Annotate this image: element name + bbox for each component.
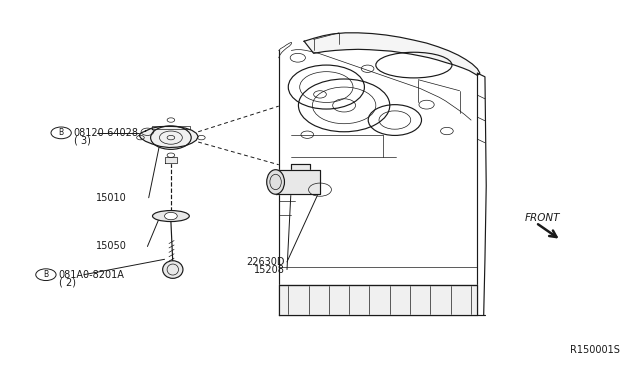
Polygon shape	[139, 126, 198, 148]
Text: 081A0-8201A: 081A0-8201A	[59, 270, 125, 280]
Polygon shape	[276, 170, 320, 194]
Polygon shape	[279, 285, 477, 315]
Polygon shape	[291, 164, 310, 182]
Circle shape	[51, 127, 71, 139]
Text: 22630D: 22630D	[246, 257, 285, 267]
Text: ( 3): ( 3)	[74, 136, 91, 146]
Text: ( 2): ( 2)	[59, 278, 76, 288]
Circle shape	[36, 269, 56, 280]
Text: B: B	[59, 128, 64, 137]
Text: FRONT: FRONT	[524, 213, 560, 223]
Ellipse shape	[152, 211, 189, 222]
Text: R150001S: R150001S	[570, 345, 620, 355]
Text: 08120-64028: 08120-64028	[74, 128, 139, 138]
Text: 15208: 15208	[254, 264, 285, 275]
Circle shape	[164, 212, 177, 220]
Polygon shape	[164, 157, 177, 163]
Text: B: B	[44, 270, 49, 279]
Ellipse shape	[163, 261, 183, 278]
Text: 15010: 15010	[97, 193, 127, 203]
Ellipse shape	[267, 170, 284, 194]
Polygon shape	[304, 33, 480, 76]
Text: 15050: 15050	[96, 241, 127, 251]
